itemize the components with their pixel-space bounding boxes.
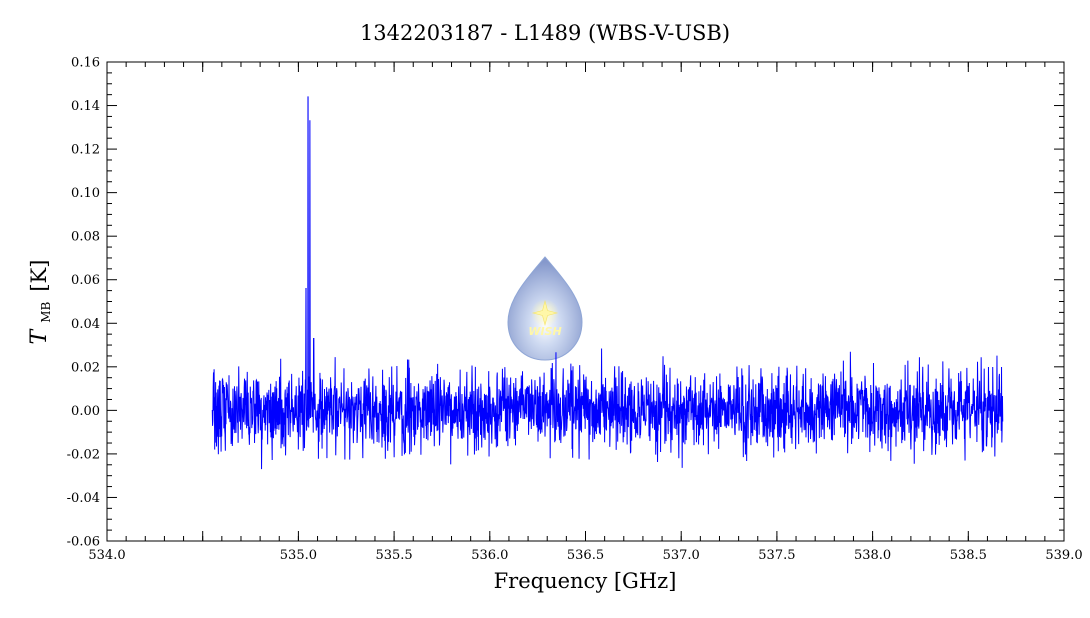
- y-tick-label: -0.06: [67, 535, 100, 550]
- plot-frame: [106, 61, 1065, 542]
- svg-text:T MB [K]: T MB [K]: [27, 260, 54, 345]
- y-tick-label: 0.00: [71, 404, 100, 419]
- x-tick-label: 536.5: [567, 548, 604, 563]
- x-tick-label: 536.0: [471, 548, 508, 563]
- wish-logo: WISH: [507, 256, 583, 361]
- y-tick-label: 0.02: [71, 360, 100, 375]
- y-tick-label: 0.12: [71, 143, 100, 158]
- plot-layer: [211, 96, 1004, 470]
- y-tick-label: 0.10: [71, 186, 100, 201]
- y-tick-label: 0.06: [71, 273, 100, 288]
- y-tick-label: 0.16: [71, 56, 100, 71]
- y-tick-label: 0.08: [71, 230, 100, 245]
- y-tick-label: -0.02: [67, 447, 100, 462]
- wish-star-icon: [531, 299, 559, 327]
- x-tick-label: 538.0: [854, 548, 891, 563]
- x-tick-label: 534.0: [88, 548, 125, 563]
- y-tick-label: 0.14: [71, 99, 100, 114]
- wish-logo-text: WISH: [528, 325, 561, 338]
- x-axis-label: Frequency [GHz]: [494, 569, 677, 593]
- axes-layer: 0.16 0.14 0.12 0.10 0.08 0.06 0.04 0.02 0.00 -0.0…: [67, 56, 1083, 564]
- x-tick-label: 535.0: [280, 548, 317, 563]
- chart-title: 1342203187 - L1489 (WBS-V-USB): [360, 21, 730, 45]
- y-tick-label: -0.04: [67, 491, 100, 506]
- y-axis-label-symbol: T: [27, 327, 52, 344]
- spectrum-line: [211, 96, 1004, 470]
- y-tick-label: 0.04: [71, 317, 100, 332]
- x-tick-label: 537.5: [758, 548, 795, 563]
- x-tick-label: 537.0: [663, 548, 700, 563]
- x-tick-label: 535.5: [375, 548, 412, 563]
- x-tick-label: 538.5: [950, 548, 987, 563]
- x-tick-label: 539.0: [1045, 548, 1082, 563]
- y-axis-label-unit: [K]: [27, 260, 51, 292]
- y-axis-label: T MB [K]: [27, 260, 54, 345]
- y-axis-label-subscript: MB: [39, 301, 53, 322]
